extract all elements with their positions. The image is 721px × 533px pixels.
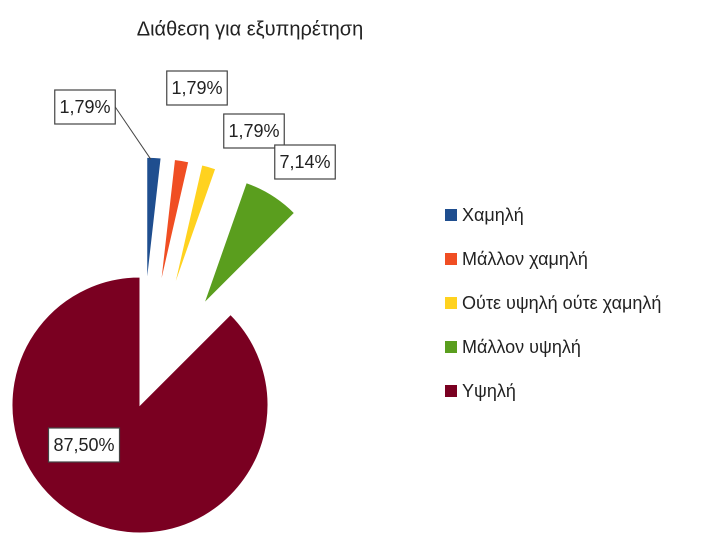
pie-slice: [11, 276, 269, 533]
legend-swatch: [445, 385, 457, 397]
legend-label: Υψηλή: [462, 381, 516, 401]
label-box: [54, 89, 116, 125]
label-box: [274, 144, 336, 180]
legend-swatch: [445, 209, 457, 221]
legend-swatch: [445, 253, 457, 265]
label-box: [47, 427, 121, 463]
legend-label: Χαμηλή: [462, 205, 524, 225]
chart-title: Διάθεση για εξυπηρέτηση: [137, 18, 364, 40]
data-label: 87,50%: [53, 435, 114, 455]
pie-slice: [159, 158, 190, 287]
data-label: 1,79%: [171, 78, 222, 98]
legend-label: Μάλλον υψηλή: [462, 337, 581, 357]
leader-line: [114, 106, 152, 160]
pie-slice: [146, 156, 162, 286]
data-label: 1,79%: [228, 121, 279, 141]
legend-swatch: [445, 341, 457, 353]
legend-label: Μάλλον χαμηλή: [462, 249, 588, 269]
label-box: [223, 113, 285, 149]
label-box: [166, 70, 228, 106]
pie-slice: [172, 164, 217, 290]
legend-swatch: [445, 297, 457, 309]
legend-label: Ούτε υψηλή ούτε χαμηλή: [462, 293, 661, 313]
data-label: 1,79%: [59, 97, 110, 117]
data-label: 7,14%: [279, 152, 330, 172]
pie-slice: [203, 182, 296, 304]
